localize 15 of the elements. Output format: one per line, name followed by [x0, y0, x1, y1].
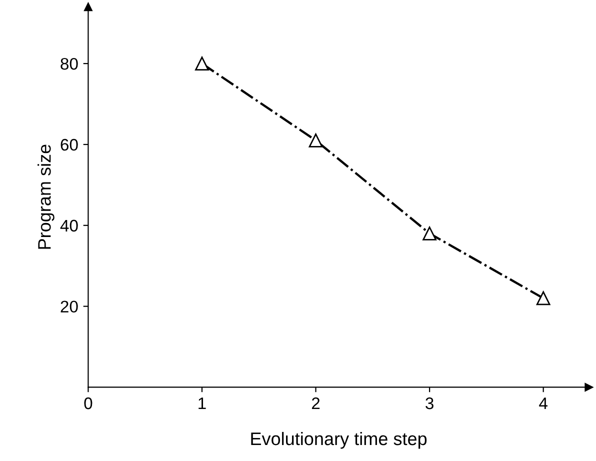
point	[195, 56, 209, 71]
x-tick-label: 3	[426, 397, 434, 410]
x-axis-title: Evolutionary time step	[251, 432, 427, 449]
y-axis-title: Program size	[38, 144, 54, 249]
x-tick-label: 4	[539, 398, 548, 410]
x-tick-label: 1	[198, 398, 206, 410]
y-tick-label: 20	[60, 300, 78, 313]
point	[536, 291, 550, 306]
y-tick-label: 80	[60, 58, 78, 70]
point	[308, 133, 323, 148]
point	[422, 226, 436, 240]
y-tick-label: 60	[60, 138, 78, 151]
x-tick-label: 0	[84, 397, 92, 410]
y-tick-label: 40	[60, 220, 78, 232]
x-tick-label: 2	[312, 397, 320, 410]
